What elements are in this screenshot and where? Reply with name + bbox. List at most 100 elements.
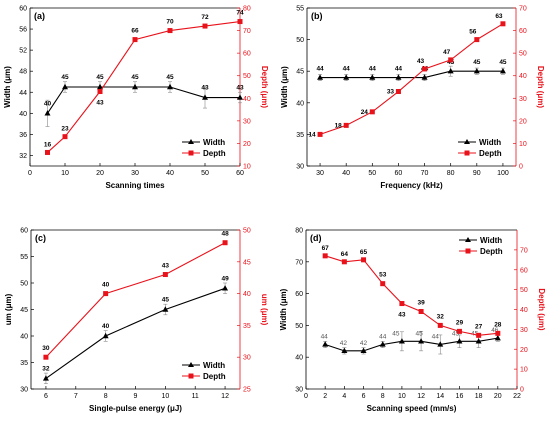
data-label-depth: 65	[360, 249, 368, 256]
data-label-width: 49	[221, 275, 229, 282]
data-label-depth: 24	[361, 109, 369, 116]
x-axis-label: Scanning speed (mm/s)	[367, 404, 457, 413]
data-label-depth: 63	[495, 13, 503, 20]
legend-label-width: Width	[203, 138, 225, 147]
data-point-width	[341, 347, 348, 354]
series-line-depth	[45, 242, 226, 358]
y2-tick-label: 50	[520, 287, 528, 294]
x-tick-label: 8	[381, 393, 385, 400]
y-axis-label: Width (μm)	[279, 288, 288, 330]
y2-tick-label: 40	[520, 307, 528, 314]
data-label-depth: 53	[379, 272, 387, 279]
y2-tick-label: 70	[520, 247, 528, 254]
series-line-width	[325, 337, 498, 352]
x-tick-label: 20	[96, 170, 104, 177]
legend-label-depth: Depth	[480, 247, 503, 256]
y-tick-label: 55	[20, 254, 28, 261]
y-axis-label: Width (μm)	[280, 66, 289, 108]
x-tick-label: 6	[44, 393, 48, 400]
data-label-depth: 27	[475, 323, 483, 330]
series-line-depth	[319, 23, 504, 135]
y2-tick-label: 0	[519, 164, 523, 171]
y2-tick-label: 80	[243, 6, 251, 13]
x-tick-label: 4	[342, 393, 346, 400]
x-tick-label: 100	[497, 170, 509, 177]
legend-marker-depth	[188, 373, 194, 379]
y2-tick-label: 10	[520, 367, 528, 374]
x-tick-label: 40	[166, 170, 174, 177]
legend-label-width: Width	[480, 236, 502, 245]
x-tick-label: 40	[342, 170, 350, 177]
y2-axis-label: Depth (μm)	[536, 66, 545, 109]
y2-tick-label: 30	[243, 355, 251, 362]
y-tick-label: 56	[19, 27, 27, 34]
data-label-depth: 30	[42, 345, 50, 352]
x-axis-label: Frequency (kHz)	[380, 181, 443, 190]
data-label-width: 45	[162, 297, 170, 304]
y-tick-label: 35	[296, 132, 304, 139]
y-tick-label: 70	[295, 259, 303, 266]
data-label-width: 43	[201, 85, 209, 92]
data-point-depth	[317, 131, 323, 137]
y2-tick-label: 20	[243, 141, 251, 148]
y2-axis-label: Depth (μm)	[260, 66, 269, 109]
y-tick-label: 32	[19, 153, 27, 160]
data-label-depth: 33	[387, 89, 395, 96]
y-tick-label: 44	[19, 90, 27, 97]
x-tick-label: 12	[417, 393, 425, 400]
x-tick-label: 10	[398, 393, 406, 400]
data-point-depth	[474, 37, 480, 43]
x-tick-label: 12	[221, 393, 229, 400]
panel-b: 30 40 50 60 70 80 90 100 30 35 40 45 50 55 0 10 20 30 40 50…	[280, 6, 545, 191]
y-tick-label: 36	[19, 132, 27, 139]
legend-label-width: Width	[203, 361, 225, 370]
data-point-width	[494, 334, 501, 341]
panel-d: 0 2 4 6 8 10 12 14 16 18 20 22304050607080010203040…	[279, 228, 546, 414]
data-point-width	[237, 94, 243, 100]
legend-label-width: Width	[479, 138, 501, 147]
data-label-depth: 43	[96, 100, 104, 107]
panel-a: 0 10 20 30 40 50 60323640444852566010203040506…	[3, 6, 269, 191]
panel-c: 6 7 8 9 10 11 12 30 35 40 45 50 55 60 25 30 35 40 45 50 Sing…	[4, 228, 269, 414]
data-label-depth: 43	[162, 263, 170, 270]
data-point-depth	[476, 332, 482, 338]
y-tick-label: 60	[20, 228, 28, 235]
data-label-width: 45	[392, 330, 400, 337]
data-label-depth: 39	[417, 299, 425, 306]
x-tick-label: 60	[236, 170, 244, 177]
legend-label-depth: Depth	[203, 372, 226, 381]
data-point-depth	[422, 66, 428, 72]
data-point-width	[456, 338, 463, 344]
data-label-width: 45	[473, 59, 481, 66]
data-label-width: 45	[166, 74, 174, 81]
legend-marker-depth	[188, 150, 194, 156]
data-label-depth: 18	[335, 122, 343, 129]
y-tick-label: 45	[20, 307, 28, 314]
x-tick-label: 10	[61, 170, 69, 177]
y-axis-label: Width (μm)	[3, 66, 12, 108]
data-point-depth	[162, 272, 168, 278]
y2-tick-label: 40	[519, 73, 527, 80]
panel-label: (c)	[35, 233, 46, 243]
y-tick-label: 40	[295, 355, 303, 362]
data-point-depth	[500, 21, 506, 27]
data-point-width	[44, 110, 51, 116]
data-label-depth: 43	[417, 58, 425, 65]
data-label-width: 44	[395, 66, 403, 73]
y2-tick-label: 30	[519, 96, 527, 103]
panel-label: (b)	[311, 11, 323, 21]
data-point-width	[132, 83, 138, 90]
data-label-width: 40	[44, 100, 52, 107]
x-tick-label: 2	[323, 393, 327, 400]
data-point-width	[317, 74, 324, 80]
legend-marker-depth	[465, 248, 471, 254]
data-label-width: 45	[61, 74, 69, 81]
x-tick-label: 9	[134, 393, 138, 400]
series-line-width	[45, 287, 226, 379]
data-point-depth	[45, 149, 50, 155]
data-label-depth: 40	[102, 282, 110, 289]
data-point-depth	[495, 330, 501, 336]
y-tick-label: 30	[296, 164, 304, 171]
y2-tick-label: 60	[520, 267, 528, 274]
